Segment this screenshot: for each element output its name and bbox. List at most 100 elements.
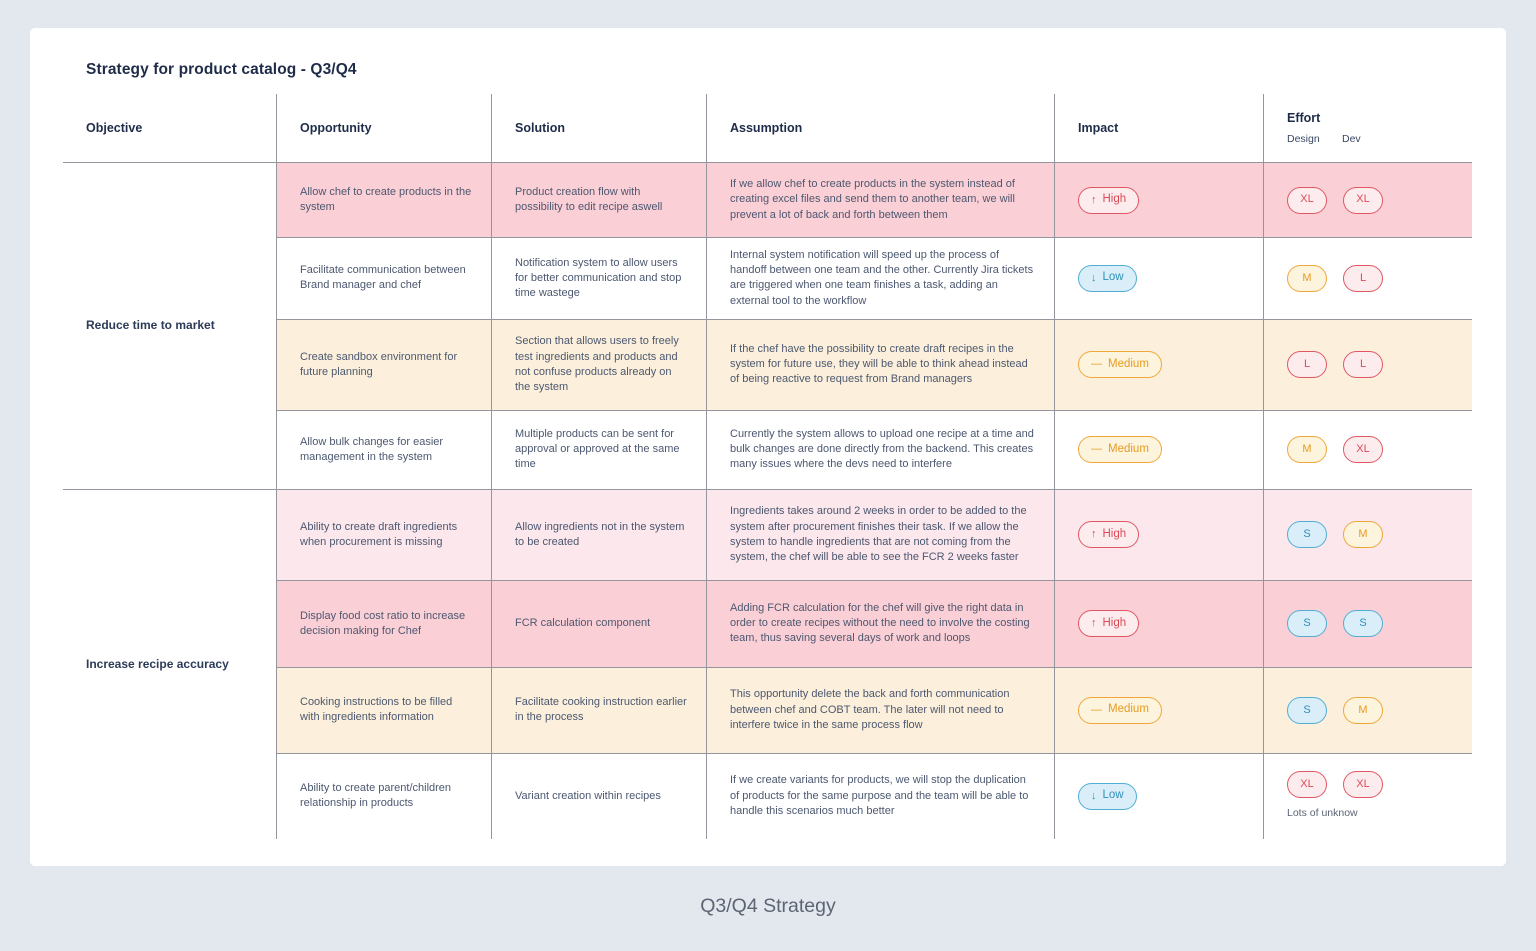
dev-effort-badge: L	[1343, 351, 1383, 379]
impact-arrow-icon: —	[1091, 358, 1102, 371]
table-row: Cooking instructions to be filled with i…	[276, 667, 1472, 754]
impact-arrow-icon: ↓	[1091, 789, 1097, 802]
impact-arrow-icon: ↑	[1091, 193, 1097, 206]
opportunity-text: Allow bulk changes for easier management…	[300, 435, 444, 463]
assumption-text: Internal system notification will speed …	[730, 249, 1034, 307]
assumption-text: Currently the system allows to upload on…	[730, 427, 1034, 471]
assumption-text: If we allow chef to create products in t…	[730, 178, 1015, 221]
effort-cell: XL XL	[1263, 163, 1472, 237]
assumption-cell: If we create variants for products, we w…	[706, 753, 1054, 839]
effort-subheaders: Design Dev	[1287, 133, 1361, 145]
impact-cell: — Medium	[1054, 667, 1263, 753]
strategy-card: Strategy for product catalog - Q3/Q4 Obj…	[30, 28, 1506, 866]
opportunity-cell: Ability to create parent/children relati…	[276, 753, 491, 839]
table-row: Ability to create draft ingredients when…	[276, 489, 1472, 581]
assumption-cell: Internal system notification will speed …	[706, 238, 1054, 319]
solution-cell: FCR calculation component	[491, 580, 706, 667]
dev-effort-badge: M	[1343, 521, 1383, 549]
impact-arrow-icon: ↑	[1091, 617, 1097, 630]
solution-text: Multiple products can be sent for approv…	[515, 427, 680, 471]
impact-badge: — Medium	[1078, 351, 1162, 379]
solution-text: Facilitate cooking instruction earlier i…	[515, 696, 687, 724]
opportunity-cell: Display food cost ratio to increase deci…	[276, 580, 491, 667]
table-row: Allow chef to create products in the sys…	[276, 163, 1472, 238]
effort-cell: S M	[1263, 489, 1472, 580]
table-row: Facilitate communication between Brand m…	[276, 238, 1472, 320]
opportunity-cell: Facilitate communication between Brand m…	[276, 238, 491, 319]
assumption-text: If the chef have the possibility to crea…	[730, 342, 1028, 386]
impact-cell: ↑ High	[1054, 489, 1263, 580]
impact-badge: ↑ High	[1078, 610, 1140, 638]
dev-effort-badge: XL	[1343, 771, 1383, 799]
opportunity-cell: Ability to create draft ingredients when…	[276, 489, 491, 580]
dev-effort-badge: L	[1343, 264, 1383, 292]
subheader-dev: Dev	[1342, 133, 1361, 145]
design-effort-badge: L	[1287, 351, 1327, 379]
impact-label: Medium	[1108, 442, 1149, 455]
solution-text: Variant creation within recipes	[515, 789, 661, 802]
table-header-row: Objective Opportunity Solution Assumptio…	[63, 94, 1472, 163]
impact-cell: ↑ High	[1054, 163, 1263, 237]
impact-cell: ↓ Low	[1054, 238, 1263, 319]
opportunity-text: Facilitate communication between Brand m…	[300, 264, 466, 292]
assumption-cell: Currently the system allows to upload on…	[706, 410, 1054, 489]
solution-text: Allow ingredients not in the system to b…	[515, 520, 685, 548]
assumption-text: Adding FCR calculation for the chef will…	[730, 601, 1030, 645]
impact-badge: — Medium	[1078, 696, 1162, 724]
dev-effort-badge: M	[1343, 696, 1383, 724]
table-row: Ability to create parent/children relati…	[276, 753, 1472, 839]
opportunity-text: Cooking instructions to be filled with i…	[300, 696, 453, 724]
solution-cell: Facilitate cooking instruction earlier i…	[491, 667, 706, 753]
solution-text: Section that allows users to freely test…	[515, 335, 679, 393]
assumption-cell: If the chef have the possibility to crea…	[706, 319, 1054, 410]
impact-cell: — Medium	[1054, 410, 1263, 489]
assumption-cell: If we allow chef to create products in t…	[706, 163, 1054, 237]
impact-label: Medium	[1108, 357, 1149, 370]
solution-cell: Variant creation within recipes	[491, 753, 706, 839]
effort-cell: M L	[1263, 238, 1472, 319]
solution-text: Product creation flow with possibility t…	[515, 185, 663, 213]
column-header-opportunity: Opportunity	[276, 94, 491, 162]
assumption-cell: Ingredients takes around 2 weeks in orde…	[706, 489, 1054, 580]
solution-text: FCR calculation component	[515, 617, 651, 630]
impact-badge: — Medium	[1078, 436, 1162, 464]
solution-cell: Multiple products can be sent for approv…	[491, 410, 706, 489]
assumption-text: This opportunity delete the back and for…	[730, 688, 1010, 731]
impact-cell: — Medium	[1054, 319, 1263, 410]
design-effort-badge: S	[1287, 610, 1327, 638]
design-effort-badge: XL	[1287, 186, 1327, 214]
solution-cell: Notification system to allow users for b…	[491, 238, 706, 319]
dev-effort-badge: S	[1343, 610, 1383, 638]
effort-cell: XL XL Lots of unknow	[1263, 753, 1472, 839]
table-row: Display food cost ratio to increase deci…	[276, 580, 1472, 668]
design-effort-badge: M	[1287, 436, 1327, 464]
impact-arrow-icon: ↓	[1091, 271, 1097, 284]
effort-note: Lots of unknow	[1287, 807, 1358, 820]
opportunity-text: Allow chef to create products in the sys…	[300, 185, 472, 213]
solution-cell: Allow ingredients not in the system to b…	[491, 489, 706, 580]
assumption-text: Ingredients takes around 2 weeks in orde…	[730, 505, 1027, 563]
solution-text: Notification system to allow users for b…	[515, 256, 682, 299]
column-header-impact: Impact	[1054, 94, 1263, 162]
objective-label: Reduce time to market	[86, 318, 215, 333]
opportunity-text: Create sandbox environment for future pl…	[300, 350, 458, 378]
solution-cell: Product creation flow with possibility t…	[491, 163, 706, 237]
impact-arrow-icon: ↑	[1091, 528, 1097, 541]
impact-badge: ↓ Low	[1078, 264, 1137, 292]
opportunity-text: Ability to create draft ingredients when…	[300, 520, 458, 548]
effort-cell: M XL	[1263, 410, 1472, 489]
dev-effort-badge: XL	[1343, 186, 1383, 214]
opportunity-cell: Allow bulk changes for easier management…	[276, 410, 491, 489]
dev-effort-badge: XL	[1343, 436, 1383, 464]
opportunity-text: Ability to create parent/children relati…	[300, 782, 452, 810]
table-row: Allow bulk changes for easier management…	[276, 410, 1472, 489]
canvas-footer-label: Q3/Q4 Strategy	[700, 895, 836, 917]
assumption-cell: This opportunity delete the back and for…	[706, 667, 1054, 753]
assumption-cell: Adding FCR calculation for the chef will…	[706, 580, 1054, 667]
assumption-text: If we create variants for products, we w…	[730, 774, 1029, 817]
design-effort-badge: S	[1287, 696, 1327, 724]
strategy-table: Objective Opportunity Solution Assumptio…	[63, 94, 1472, 839]
impact-label: Low	[1102, 271, 1124, 284]
impact-label: Medium	[1108, 703, 1149, 716]
column-header-assumption: Assumption	[706, 94, 1054, 162]
